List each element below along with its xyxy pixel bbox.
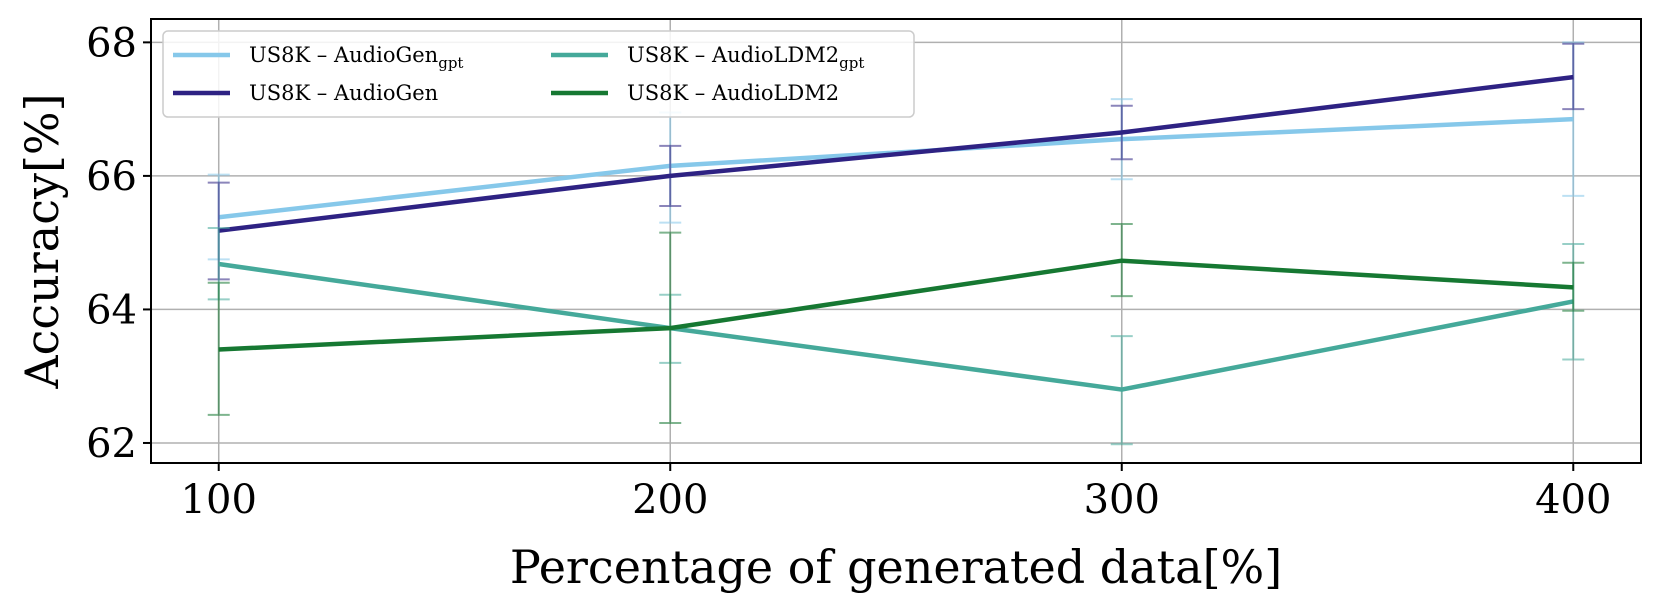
series-3 bbox=[207, 226, 1585, 446]
series-line bbox=[218, 261, 1574, 392]
legend-item: US8K – AudioLDM2 bbox=[551, 81, 839, 105]
y-tick-label: 64 bbox=[86, 287, 137, 333]
plot-frame bbox=[150, 18, 1642, 464]
series-line bbox=[218, 74, 1574, 233]
x-axis-title: Percentage of generated data[%] bbox=[510, 540, 1282, 594]
series-group bbox=[207, 41, 1585, 446]
grid bbox=[151, 19, 1641, 463]
y-tick-label: 68 bbox=[86, 20, 137, 66]
y-axis-title: Accuracy[%] bbox=[15, 93, 69, 389]
series-4 bbox=[207, 222, 1585, 424]
series-line bbox=[218, 116, 1574, 220]
y-axis: 62 64 66 68 bbox=[86, 20, 151, 467]
x-tick-label: 200 bbox=[632, 477, 708, 523]
x-tick-label: 300 bbox=[1084, 477, 1160, 523]
y-tick-label: 62 bbox=[86, 421, 137, 467]
series-line bbox=[218, 258, 1574, 352]
error-bar bbox=[1562, 42, 1585, 111]
legend-label-subscript: gpt bbox=[839, 54, 864, 72]
legend-label: US8K – AudioGen bbox=[249, 81, 438, 105]
legend-label: US8K – AudioLDM2 bbox=[627, 81, 839, 105]
x-tick-label: 100 bbox=[181, 477, 257, 523]
legend-label-subscript: gpt bbox=[438, 54, 463, 72]
legend-item: US8K – AudioGen bbox=[173, 81, 438, 105]
legend-box bbox=[162, 30, 915, 118]
y-tick-label: 66 bbox=[86, 154, 137, 200]
series-2 bbox=[207, 42, 1585, 281]
x-axis: 100 200 300 400 bbox=[181, 463, 1611, 523]
x-tick-label: 400 bbox=[1535, 477, 1611, 523]
